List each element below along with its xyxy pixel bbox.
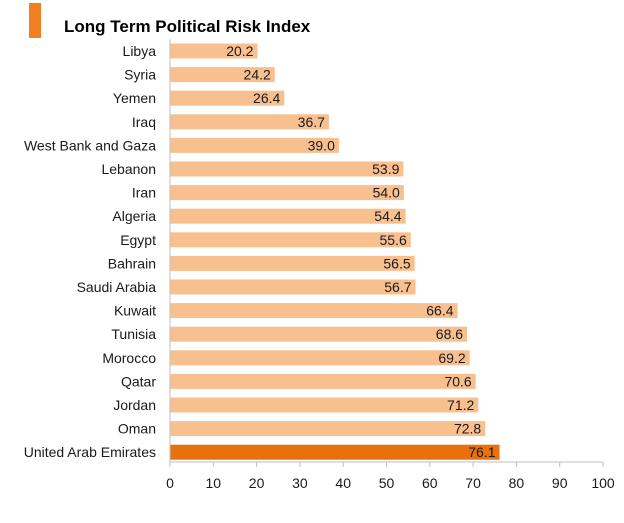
value-label-algeria: 54.4 — [374, 208, 401, 224]
category-label-yemen: Yemen — [113, 90, 156, 106]
value-label-egypt: 55.6 — [379, 232, 406, 248]
x-tick-label-60: 60 — [422, 475, 438, 491]
bar-egypt — [170, 232, 411, 248]
bar-lebanon — [170, 161, 404, 177]
category-label-egypt: Egypt — [120, 232, 156, 248]
bar-jordan — [170, 397, 479, 413]
category-label-bahrain: Bahrain — [108, 255, 156, 271]
value-label-syria: 24.2 — [244, 67, 271, 83]
bars-group — [170, 43, 500, 460]
bar-algeria — [170, 208, 406, 224]
x-tick-label-50: 50 — [379, 475, 395, 491]
category-label-tunisia: Tunisia — [111, 326, 156, 342]
value-label-tunisia: 68.6 — [436, 326, 463, 342]
x-tick-label-30: 30 — [292, 475, 308, 491]
value-label-qatar: 70.6 — [444, 373, 471, 389]
x-tick-label-100: 100 — [591, 475, 615, 491]
category-label-iraq: Iraq — [132, 114, 156, 130]
category-label-morocco: Morocco — [102, 350, 156, 366]
category-label-jordan: Jordan — [113, 397, 156, 413]
bar-bahrain — [170, 255, 415, 271]
value-label-bahrain: 56.5 — [383, 255, 410, 271]
value-label-united-arab-emirates: 76.1 — [468, 444, 495, 460]
bar-yemen — [170, 90, 285, 106]
category-label-oman: Oman — [118, 421, 156, 437]
title-accent-bar — [29, 3, 41, 38]
x-tick-label-70: 70 — [465, 475, 481, 491]
bar-west-bank-and-gaza — [170, 137, 339, 153]
category-label-saudi-arabia: Saudi Arabia — [77, 279, 157, 295]
category-label-lebanon: Lebanon — [101, 161, 156, 177]
value-label-iran: 54.0 — [373, 185, 400, 201]
value-label-yemen: 26.4 — [253, 90, 280, 106]
category-label-west-bank-and-gaza: West Bank and Gaza — [24, 137, 156, 153]
category-label-syria: Syria — [124, 67, 156, 83]
value-label-morocco: 69.2 — [438, 350, 465, 366]
value-label-kuwait: 66.4 — [426, 303, 453, 319]
value-label-jordan: 71.2 — [447, 397, 474, 413]
x-tick-label-10: 10 — [206, 475, 222, 491]
bar-iraq — [170, 114, 329, 130]
value-label-west-bank-and-gaza: 39.0 — [308, 137, 335, 153]
bar-morocco — [170, 350, 470, 366]
bar-iran — [170, 185, 404, 201]
x-axis: 0 10 20 30 40 50 60 70 80 90 100 — [166, 39, 615, 491]
chart-title: Long Term Political Risk Index — [64, 17, 311, 36]
bar-tunisia — [170, 326, 468, 342]
x-tick-label-40: 40 — [335, 475, 351, 491]
value-labels: 20.2 24.2 26.4 36.7 39.0 53.9 54.0 54.4 55.6 56.5… — [226, 43, 496, 460]
value-label-saudi-arabia: 56.7 — [384, 279, 411, 295]
value-label-iraq: 36.7 — [298, 114, 325, 130]
bar-qatar — [170, 373, 476, 389]
bar-libya — [170, 43, 258, 59]
bar-kuwait — [170, 303, 458, 319]
value-label-lebanon: 53.9 — [372, 161, 399, 177]
x-tick-label-20: 20 — [249, 475, 265, 491]
category-label-kuwait: Kuwait — [114, 303, 156, 319]
bar-oman — [170, 421, 486, 437]
bar-united-arab-emirates — [170, 444, 500, 460]
category-label-united-arab-emirates: United Arab Emirates — [24, 444, 156, 460]
category-labels: Libya Syria Yemen Iraq West Bank and Gaza Leb… — [24, 43, 157, 460]
category-label-algeria: Algeria — [112, 208, 156, 224]
category-label-qatar: Qatar — [121, 373, 156, 389]
value-label-oman: 72.8 — [454, 421, 481, 437]
x-tick-label-80: 80 — [509, 475, 525, 491]
category-label-libya: Libya — [123, 43, 157, 59]
bar-saudi-arabia — [170, 279, 416, 295]
value-label-libya: 20.2 — [226, 43, 253, 59]
x-tick-label-0: 0 — [166, 475, 174, 491]
x-tick-label-90: 90 — [552, 475, 568, 491]
category-label-iran: Iran — [132, 185, 156, 201]
bar-syria — [170, 67, 275, 83]
